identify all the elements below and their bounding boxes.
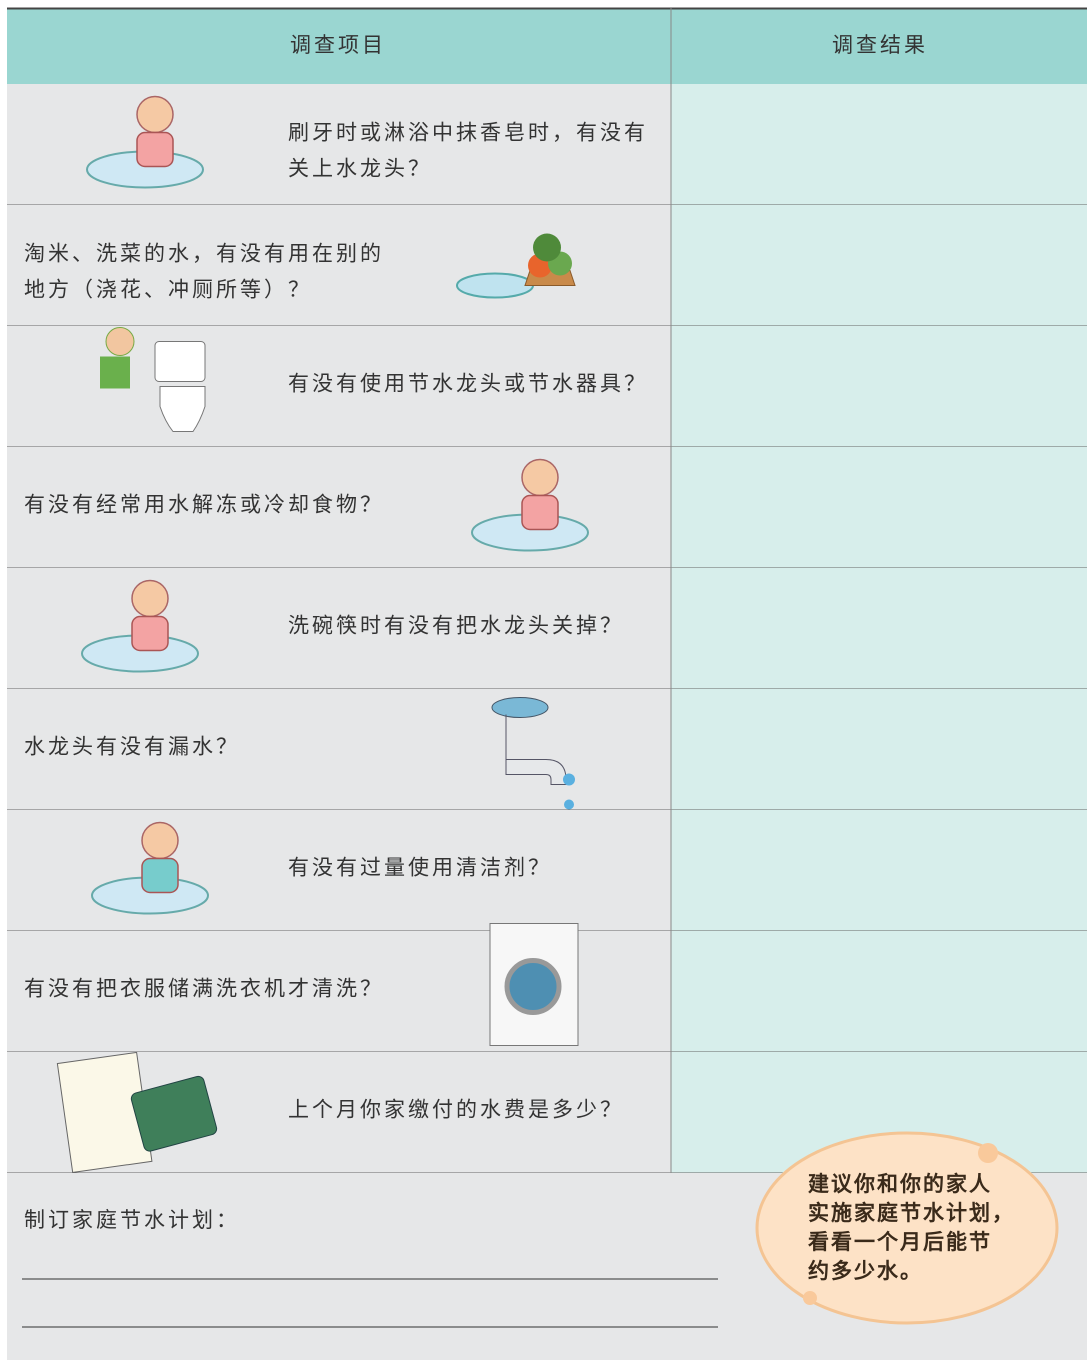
illustration-part (131, 579, 169, 618)
illustration-part (456, 272, 534, 299)
illustration-part (159, 386, 206, 432)
survey-question: 关上水龙头？ (288, 157, 432, 181)
survey-question: 有没有把衣服储满洗衣机才清洗？ (24, 977, 384, 1001)
illustration-part (136, 95, 174, 134)
illustration-part (505, 714, 567, 785)
illustration (91, 821, 209, 915)
header-result: 调查结果 (832, 33, 928, 57)
illustration-part (521, 494, 559, 531)
header-row (7, 8, 1087, 84)
illustration (100, 327, 206, 432)
illustration-part (131, 615, 169, 652)
survey-question: 有没有使用节水龙头或节水器具？ (288, 372, 648, 396)
result-cell (671, 689, 1087, 810)
illustration-part (563, 773, 575, 786)
result-cell (671, 568, 1087, 689)
plan-label: 制订家庭节水计划： (24, 1208, 240, 1232)
survey-question: 上个月你家缴付的水费是多少？ (288, 1098, 624, 1122)
item-cell (7, 84, 671, 205)
illustration-part (491, 697, 549, 718)
bubble-dot (978, 1143, 998, 1163)
illustration-part (130, 1075, 218, 1152)
illustration (471, 458, 589, 552)
result-cell (671, 931, 1087, 1052)
result-cell (671, 326, 1087, 447)
illustration-part (141, 821, 179, 860)
illustration-part (504, 958, 562, 1015)
tip-line: 看看一个月后能节 (808, 1230, 992, 1254)
illustration-part (564, 799, 574, 810)
tip-line: 实施家庭节水计划， (808, 1201, 1015, 1225)
item-cell (7, 689, 671, 810)
result-cell (671, 810, 1087, 931)
illustration (489, 923, 579, 1046)
result-cell (671, 447, 1087, 568)
header-item: 调查项目 (290, 33, 386, 57)
tip-line: 建议你和你的家人 (808, 1172, 992, 1196)
illustration (491, 697, 575, 810)
survey-question: 有没有经常用水解冻或冷却食物？ (24, 493, 384, 517)
illustration-part (141, 857, 179, 894)
illustration (86, 95, 204, 189)
illustration-part (136, 131, 174, 168)
illustration-part (154, 341, 206, 382)
illustration-part (105, 327, 135, 356)
illustration (456, 233, 576, 299)
illustration (81, 579, 199, 673)
illustration-part (521, 458, 559, 497)
survey-question: 洗碗筷时有没有把水龙头关掉？ (288, 614, 624, 638)
tip-line: 约多少水。 (808, 1259, 923, 1283)
survey-question: 刷牙时或淋浴中抹香皂时，有没有 (288, 121, 648, 145)
result-cell (671, 84, 1087, 205)
tip-bubble (755, 1131, 1059, 1325)
result-cell (671, 205, 1087, 326)
illustration-part (533, 233, 561, 262)
survey-question: 淘米、洗菜的水，有没有用在别的 (24, 242, 384, 266)
survey-question: 地方（浇花、冲厕所等）？ (24, 278, 312, 302)
survey-question: 有没有过量使用清洁剂？ (288, 856, 552, 880)
survey-question: 水龙头有没有漏水？ (24, 735, 240, 759)
illustration-part (100, 356, 130, 389)
bubble-dot (803, 1291, 817, 1305)
illustration (56, 1051, 218, 1174)
